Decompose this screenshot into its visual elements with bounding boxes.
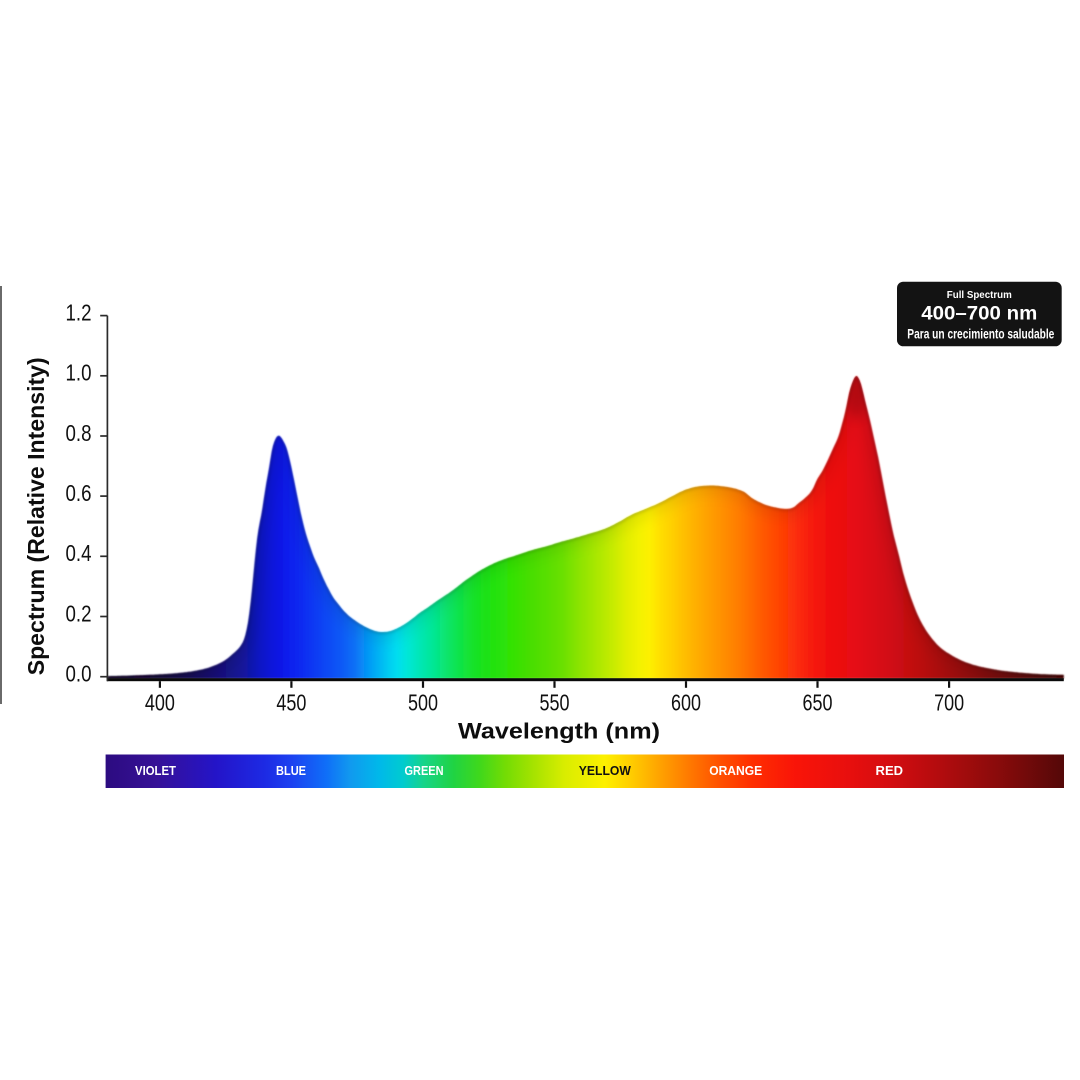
svg-text:Para un crecimiento saludable: Para un crecimiento saludable [907,326,1054,342]
svg-text:YELLOW: YELLOW [579,763,632,778]
svg-text:400–700 nm: 400–700 nm [921,302,1037,324]
svg-text:700: 700 [934,690,964,716]
svg-text:0.6: 0.6 [66,480,92,506]
svg-text:550: 550 [540,690,570,716]
svg-text:1.0: 1.0 [66,360,92,386]
svg-text:450: 450 [276,690,306,716]
svg-text:GREEN: GREEN [405,763,444,778]
svg-text:0.2: 0.2 [66,600,92,626]
svg-text:Full Spectrum: Full Spectrum [947,289,1012,301]
svg-text:Wavelength (nm): Wavelength (nm) [458,719,660,744]
svg-text:400: 400 [145,690,175,716]
svg-text:VIOLET: VIOLET [135,763,176,778]
svg-text:Spectrum (Relative Intensity): Spectrum (Relative Intensity) [23,357,49,675]
svg-text:650: 650 [803,690,833,716]
svg-text:0.4: 0.4 [66,540,92,566]
svg-text:1.2: 1.2 [66,299,92,325]
svg-text:0.0: 0.0 [66,661,92,687]
svg-text:0.8: 0.8 [66,420,92,446]
svg-text:BLUE: BLUE [276,763,306,778]
svg-text:600: 600 [671,690,701,716]
svg-text:RED: RED [876,763,904,778]
svg-text:500: 500 [408,690,438,716]
svg-text:ORANGE: ORANGE [709,763,762,778]
